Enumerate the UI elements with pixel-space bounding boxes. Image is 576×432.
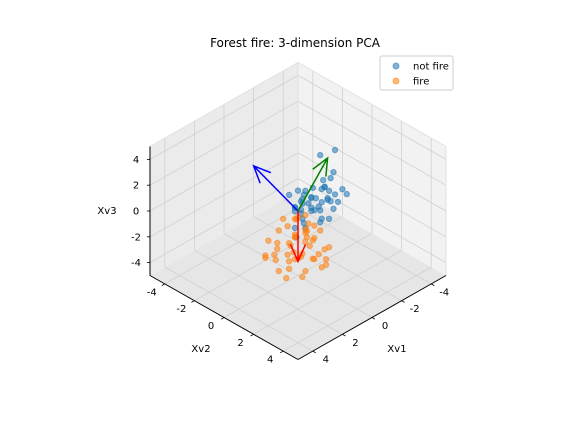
point-fire: [316, 252, 321, 257]
point-fire: [312, 223, 317, 228]
xv2-tick: [191, 301, 194, 303]
point-fire: [300, 274, 305, 279]
xv3-tick-label: -2: [131, 232, 141, 243]
point-fire: [306, 221, 311, 226]
point-fire: [292, 235, 297, 240]
point-not-fire: [292, 225, 297, 230]
point-fire: [276, 268, 281, 273]
legend-label-fire: fire: [413, 77, 429, 88]
point-not-fire: [309, 208, 314, 213]
point-fire: [275, 246, 280, 251]
point-fire: [303, 212, 308, 217]
xv1-tick: [342, 334, 345, 336]
point-fire: [326, 245, 331, 250]
point-fire: [285, 252, 290, 257]
point-not-fire: [331, 170, 336, 175]
point-fire: [310, 256, 315, 261]
point-fire: [307, 243, 312, 248]
point-fire: [323, 257, 328, 262]
point-fire: [304, 229, 309, 234]
xv2-tick-label: 4: [267, 355, 273, 366]
point-not-fire: [318, 220, 323, 225]
point-fire: [319, 265, 324, 270]
x-axis-label: Xv1: [387, 344, 406, 355]
point-not-fire: [295, 188, 300, 193]
xv1-tick-label: -2: [410, 304, 420, 315]
point-not-fire: [316, 204, 321, 209]
xv1-tick-label: 2: [352, 338, 358, 349]
xv2-tick-label: 2: [237, 338, 243, 349]
xv1-tick-label: 4: [323, 355, 329, 366]
legend-marker-not-fire: [393, 63, 399, 69]
point-fire: [304, 235, 309, 240]
xv1-tick: [372, 318, 375, 320]
point-not-fire: [332, 147, 337, 152]
point-fire: [276, 228, 281, 233]
point-fire: [310, 238, 315, 243]
point-not-fire: [344, 191, 349, 196]
xv2-tick-label: 0: [208, 321, 214, 332]
point-fire: [275, 240, 280, 245]
xv1-tick-label: -4: [439, 287, 449, 298]
xv2-tick: [162, 284, 165, 286]
xv2-tick-label: -4: [147, 287, 157, 298]
xv3-tick-label: 2: [133, 181, 139, 192]
point-not-fire: [313, 196, 318, 201]
point-not-fire: [306, 201, 311, 206]
point-not-fire: [335, 199, 340, 204]
point-not-fire: [328, 175, 333, 180]
point-not-fire: [331, 206, 336, 211]
point-fire: [273, 257, 278, 262]
point-not-fire: [321, 177, 326, 182]
point-fire: [284, 275, 289, 280]
xv2-tick: [221, 318, 224, 320]
point-fire: [263, 253, 268, 258]
point-not-fire: [326, 188, 331, 193]
point-fire: [281, 216, 286, 221]
xv1-tick: [313, 351, 316, 353]
point-fire: [272, 252, 277, 257]
xv3-tick-label: 4: [133, 155, 139, 166]
z-axis-label: Xv3: [97, 206, 116, 217]
point-not-fire: [326, 216, 331, 221]
point-not-fire: [332, 192, 337, 197]
legend: not fire fire: [380, 56, 453, 90]
xv1-tick: [402, 301, 405, 303]
point-fire: [286, 259, 291, 264]
chart-title: Forest fire: 3-dimension PCA: [210, 36, 381, 50]
point-not-fire: [318, 152, 323, 157]
xv1-tick-label: 0: [382, 321, 388, 332]
legend-marker-fire: [393, 78, 399, 84]
legend-label-not-fire: not fire: [413, 62, 449, 73]
xv2-tick: [280, 351, 283, 353]
xv3-tick-label: -4: [131, 258, 141, 269]
point-fire: [266, 238, 271, 243]
xv1-tick: [431, 284, 434, 286]
xv3-tick-label: 0: [133, 207, 139, 218]
point-not-fire: [322, 184, 327, 189]
xv2-tick-label: -2: [176, 304, 186, 315]
axes-3d: -4 -2 0 2 4 -4 -2 0 2 4 -4 -2 0 2 4: [131, 63, 449, 366]
point-fire: [292, 216, 297, 221]
point-fire: [286, 266, 291, 271]
point-not-fire: [340, 187, 345, 192]
point-not-fire: [286, 192, 291, 197]
point-fire: [318, 228, 323, 233]
point-not-fire: [325, 195, 330, 200]
y-axis-label: Xv2: [191, 344, 210, 355]
point-fire: [303, 268, 308, 273]
point-fire: [285, 224, 290, 229]
xv2-tick: [251, 334, 254, 336]
